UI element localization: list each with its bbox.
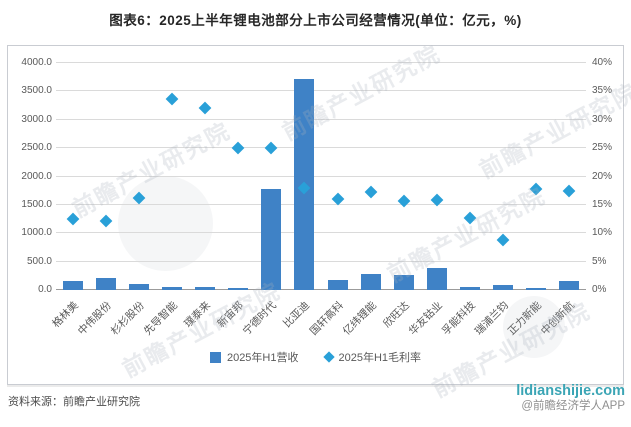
gridline [56, 62, 586, 63]
margin-point [66, 212, 79, 226]
app-credit: @前瞻经济学人APP [521, 400, 625, 412]
revenue-bar [360, 274, 381, 290]
y-axis-tick-right: 20% [592, 170, 613, 182]
gridline [56, 203, 586, 205]
gridline [56, 232, 586, 234]
revenue-bar [95, 277, 116, 290]
margin-point [397, 194, 411, 208]
legend: 2025年H1营收 2025年H1毛利率 [8, 349, 623, 365]
source-note: 资料来源：前瞻产业研究院 [8, 396, 140, 408]
legend-label-margin: 2025年H1毛利率 [338, 352, 422, 364]
margin-point [264, 141, 278, 155]
revenue-bar [393, 274, 414, 290]
plot-area [56, 62, 586, 290]
y-axis-tick-right: 0% [592, 284, 607, 295]
revenue-bar [426, 268, 447, 290]
revenue-bar [493, 284, 514, 290]
legend-label-revenue: 2025年H1营收 [226, 352, 299, 364]
y-axis-right: 0% 5% 10% 15% 20% 25% 30% 35% 40% [592, 57, 622, 295]
margin-point [165, 92, 179, 106]
chart-title: 图表6：2025上半年锂电池部分上市公司经营情况(单位：亿元，%) [109, 13, 522, 28]
margin-point [132, 191, 146, 204]
revenue-bar [161, 286, 182, 290]
margin-point [463, 211, 477, 225]
revenue-bar [460, 287, 481, 290]
revenue-bar [228, 287, 249, 290]
y-axis-tick-left: 2500.0 [21, 142, 52, 154]
margin-point [563, 184, 576, 198]
margin-point [364, 186, 378, 199]
y-axis-tick-right: 10% [592, 227, 613, 239]
bar-swatch-icon [209, 351, 221, 363]
gridline [56, 147, 586, 149]
gridline [56, 90, 586, 92]
y-axis-left: 0.0 500.0 1000.0 1500.0 2000.0 2500.0 3000.0 35… [8, 57, 52, 295]
y-axis-tick-left: 1500.0 [21, 198, 52, 210]
revenue-bar [526, 288, 547, 290]
legend-item-revenue: 2025年H1营收 [209, 349, 299, 365]
y-axis-tick-right: 40% [592, 57, 613, 68]
revenue-bar [128, 284, 149, 290]
y-axis-tick-right: 30% [592, 113, 613, 125]
y-axis-tick-right: 25% [592, 142, 613, 154]
y-axis-tick-right: 35% [592, 85, 613, 97]
y-axis-tick-left: 500.0 [26, 255, 52, 267]
revenue-bar [195, 286, 216, 290]
revenue-bar [327, 280, 348, 290]
legend-item-margin: 2025年H1毛利率 [322, 349, 422, 365]
chart-panel: 0.0 500.0 1000.0 1500.0 2000.0 2500.0 3000.0 35… [7, 40, 631, 402]
y-axis-tick-right: 15% [592, 198, 613, 210]
y-axis-tick-left: 0.0 [38, 284, 52, 295]
gridline [56, 289, 586, 290]
margin-point [496, 233, 510, 247]
y-axis-tick-left: 3500.0 [21, 85, 52, 97]
x-axis-labels: 格林美 中伟股份 杉杉股份 先导智能 璞泰来 新宙邦 宁德时代 比亚迪 国轩高科 亿纬锂能 欣旺达华… [50, 290, 586, 348]
margin-point [529, 182, 543, 196]
y-axis-tick-left: 2000.0 [21, 170, 52, 182]
footer-credit-block: lidianshijie.com @前瞻经济学人APP [516, 384, 625, 414]
margin-point [99, 214, 113, 228]
gridline [56, 118, 586, 120]
margin-point [231, 141, 245, 155]
margin-point [198, 102, 212, 115]
revenue-bar [62, 280, 83, 290]
y-axis-tick-left: 1000.0 [21, 227, 52, 239]
diamond-swatch-icon [322, 351, 335, 363]
y-axis-tick-left: 3000.0 [21, 113, 52, 125]
revenue-bar [559, 280, 580, 290]
y-axis-tick-left: 4000.0 [21, 57, 52, 68]
gridline [56, 175, 586, 177]
gridline [56, 260, 586, 262]
revenue-bar [261, 189, 282, 290]
site-watermark: lidianshijie.com [516, 383, 625, 399]
y-axis-tick-right: 5% [592, 255, 607, 267]
